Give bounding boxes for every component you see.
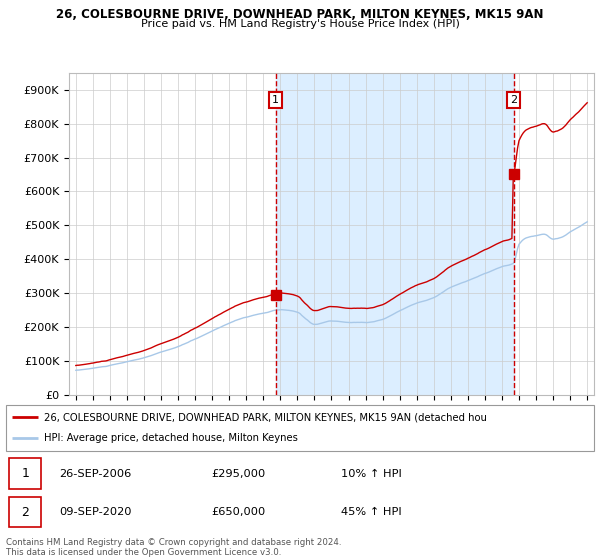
Text: £650,000: £650,000 [212, 507, 266, 517]
FancyBboxPatch shape [6, 405, 594, 451]
Text: 26-SEP-2006: 26-SEP-2006 [59, 469, 131, 479]
Bar [276, 73, 514, 395]
Text: 10% ↑ HPI: 10% ↑ HPI [341, 469, 402, 479]
Text: 1: 1 [21, 468, 29, 480]
Text: Price paid vs. HM Land Registry's House Price Index (HPI): Price paid vs. HM Land Registry's House … [140, 19, 460, 29]
FancyBboxPatch shape [9, 497, 41, 528]
Text: HPI: Average price, detached house, Milton Keynes: HPI: Average price, detached house, Milt… [44, 433, 298, 444]
Text: 45% ↑ HPI: 45% ↑ HPI [341, 507, 402, 517]
Text: 26, COLESBOURNE DRIVE, DOWNHEAD PARK, MILTON KEYNES, MK15 9AN: 26, COLESBOURNE DRIVE, DOWNHEAD PARK, MI… [56, 8, 544, 21]
Text: 2: 2 [21, 506, 29, 519]
Text: Contains HM Land Registry data © Crown copyright and database right 2024.: Contains HM Land Registry data © Crown c… [6, 538, 341, 547]
Text: 26, COLESBOURNE DRIVE, DOWNHEAD PARK, MILTON KEYNES, MK15 9AN (detached hou: 26, COLESBOURNE DRIVE, DOWNHEAD PARK, MI… [44, 412, 487, 422]
Text: This data is licensed under the Open Government Licence v3.0.: This data is licensed under the Open Gov… [6, 548, 281, 557]
Text: 09-SEP-2020: 09-SEP-2020 [59, 507, 131, 517]
FancyBboxPatch shape [9, 459, 41, 489]
Text: 1: 1 [272, 95, 279, 105]
Text: £295,000: £295,000 [212, 469, 266, 479]
Text: 2: 2 [510, 95, 517, 105]
